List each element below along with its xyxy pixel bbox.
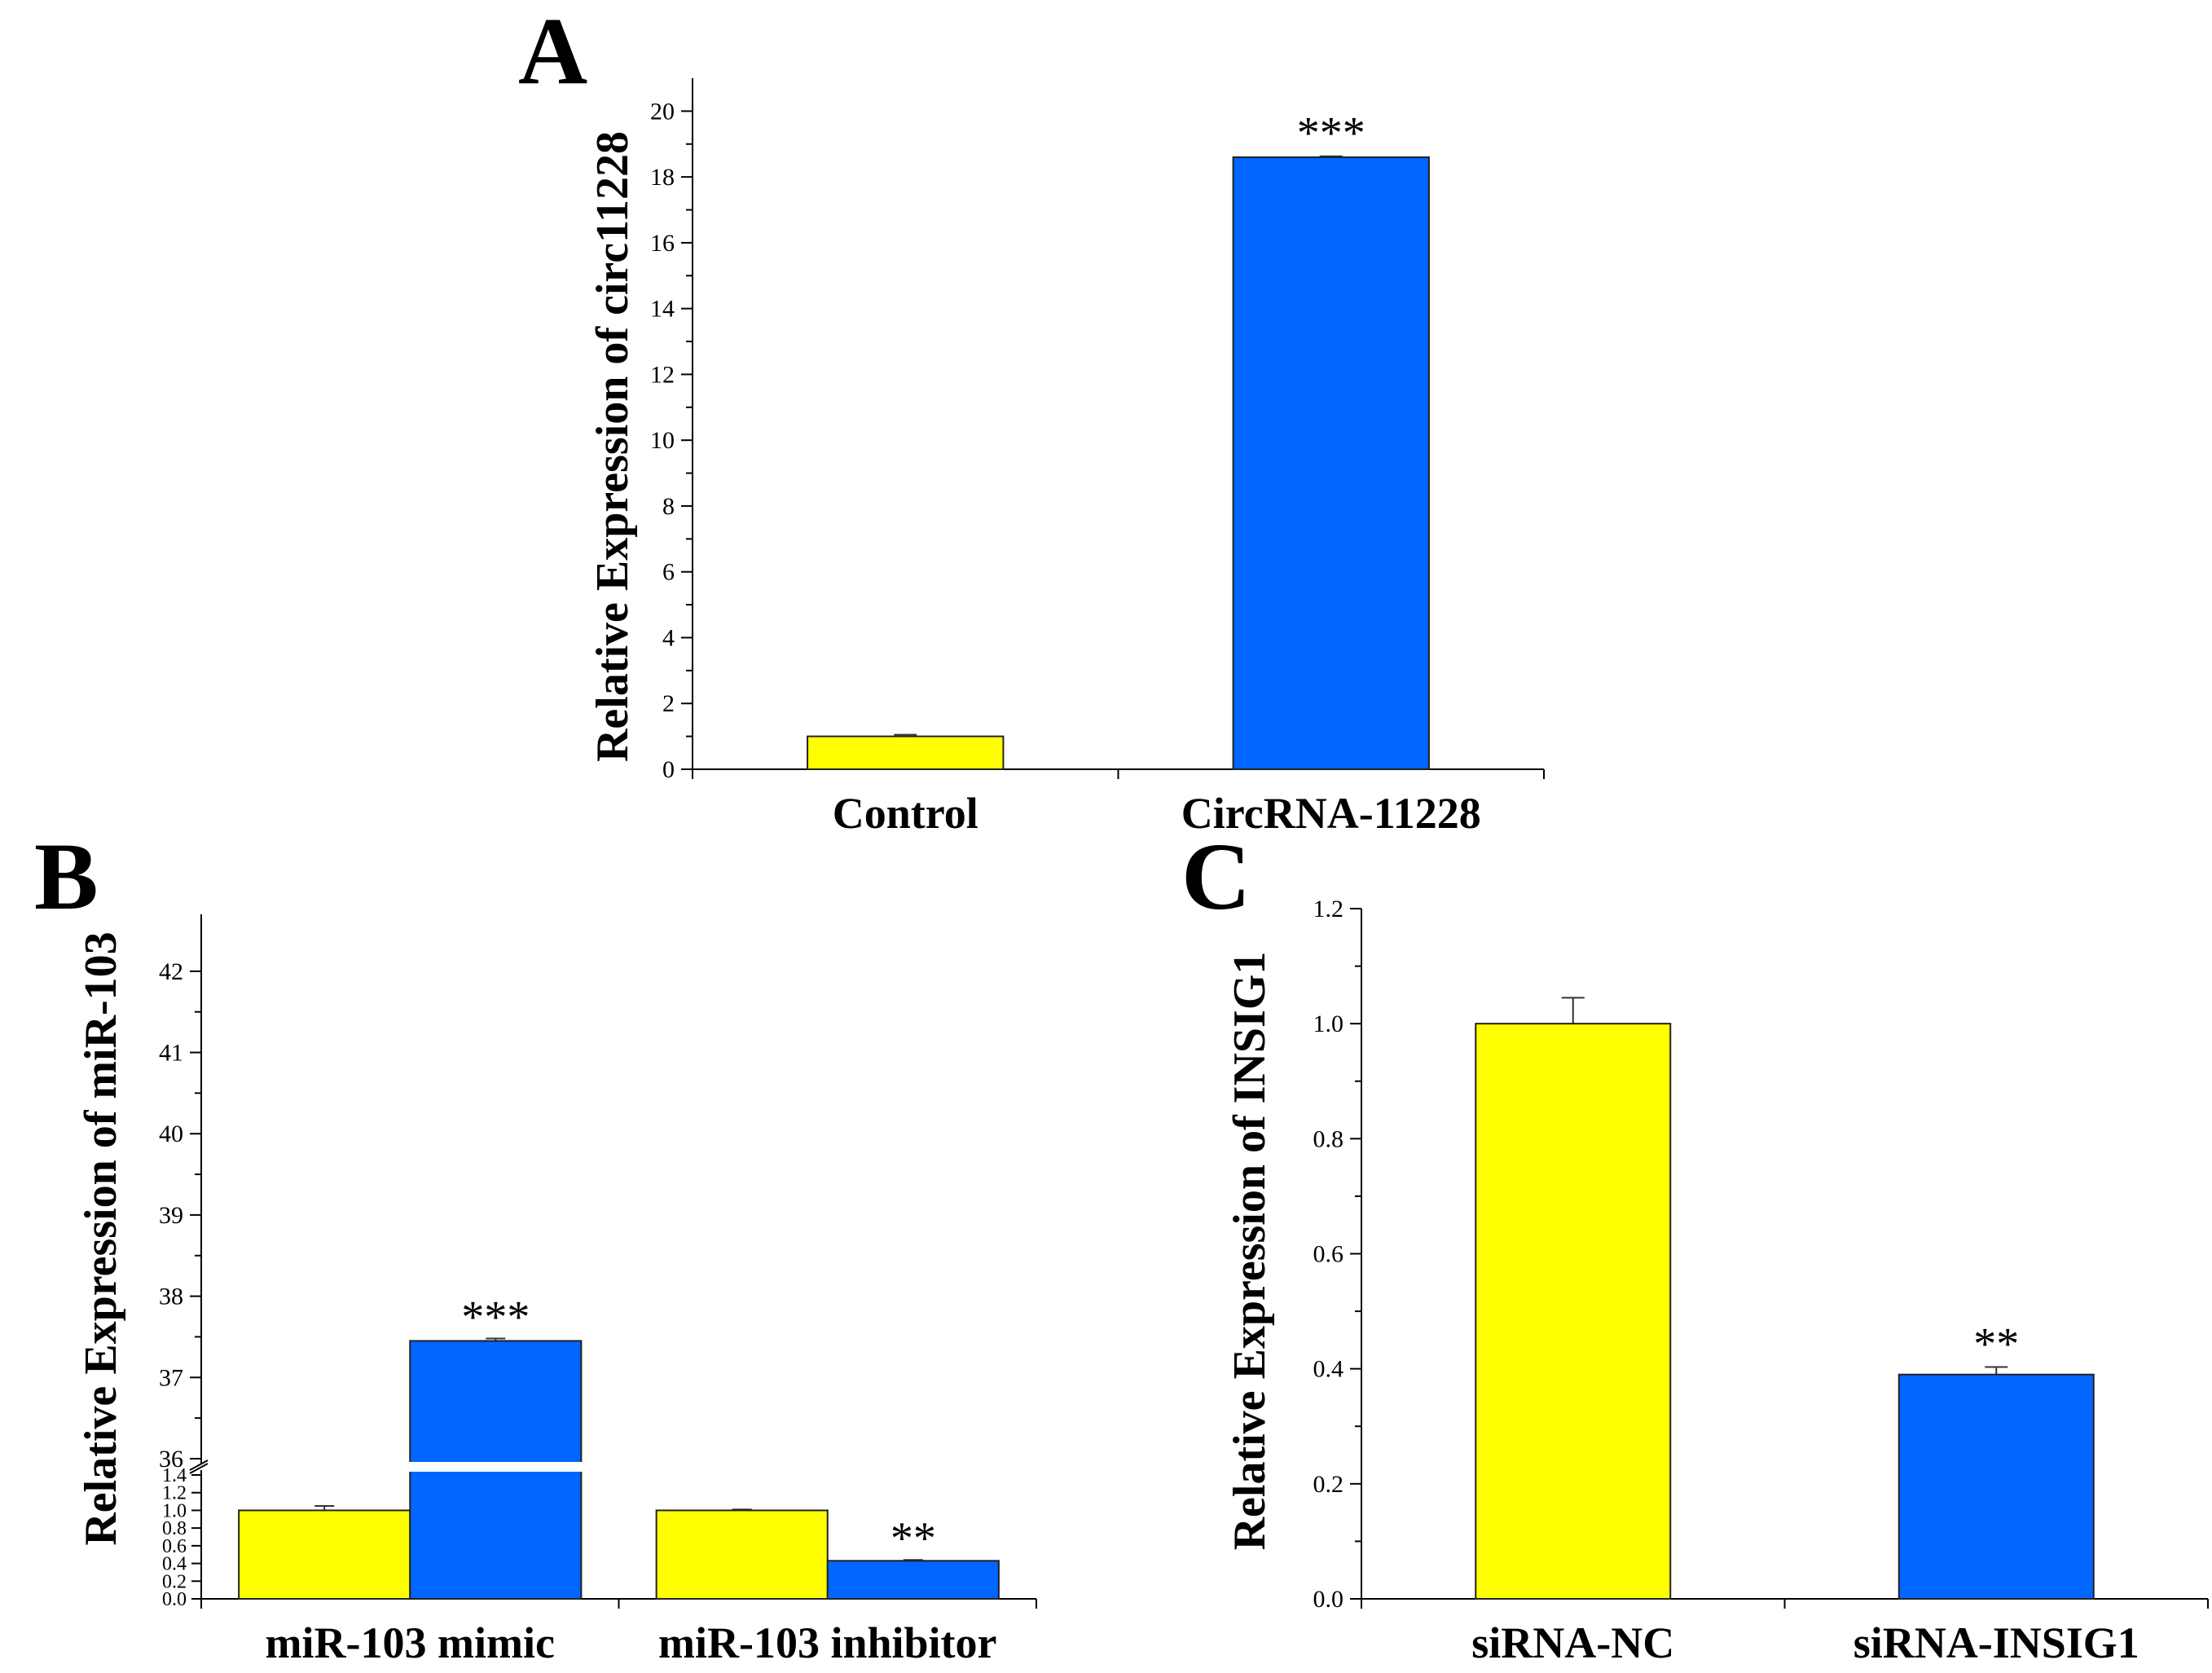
- bar-break-gap: [408, 1462, 583, 1472]
- y-tick-label: 1.0: [1313, 1010, 1344, 1037]
- x-category-label: CircRNA-11228: [1181, 789, 1481, 838]
- y-tick-label: 14: [650, 296, 675, 323]
- y-tick-label: 1.0: [162, 1500, 187, 1521]
- panel-a-y-axis-title: Relative Expression of circ11228: [587, 131, 638, 762]
- y-tick-label: 0.8: [162, 1518, 187, 1539]
- significance-marker: **: [891, 1513, 936, 1564]
- significance-marker: ***: [1297, 108, 1365, 159]
- y-tick-label: 0: [662, 756, 675, 783]
- x-category-label: miR-103 mimic: [266, 1618, 555, 1667]
- panel-a: A Relative Expression of circ11228 0 2 4 6 8…: [518, 0, 1545, 838]
- y-tick-label: 20: [650, 98, 675, 125]
- bar-control: [807, 735, 1005, 770]
- x-category-label: Control: [833, 789, 978, 838]
- panel-b: B Relative Expression of miR-103 0.00.20…: [34, 823, 1037, 1667]
- y-tick-label: 0.6: [1313, 1241, 1344, 1268]
- y-tick-label: 42: [159, 958, 183, 985]
- bar-circrna-11228: [1232, 156, 1430, 770]
- bar-sirna-insig1: [1898, 1373, 2095, 1600]
- bar-sirna-nc: [1475, 1023, 1672, 1600]
- panel-b-letter: B: [34, 823, 99, 930]
- x-category-label: siRNA-INSIG1: [1854, 1618, 2139, 1667]
- y-tick-label: 0.8: [1313, 1125, 1344, 1152]
- axis-break-mark: [189, 1463, 209, 1474]
- panel-c-letter: C: [1181, 823, 1251, 930]
- y-tick-label: 39: [159, 1202, 183, 1229]
- y-tick-label: 8: [662, 493, 675, 520]
- y-tick-label: 10: [650, 427, 675, 454]
- y-tick-label: 0.2: [1313, 1471, 1344, 1498]
- bar-control-1: [238, 1509, 411, 1600]
- panel-b-axes: 0.00.20.40.60.81.01.21.436 37 38 39 40 41 42 mi…: [159, 914, 1037, 1667]
- panel-a-bars: ***: [807, 108, 1430, 770]
- y-tick-label: 1.4: [162, 1465, 187, 1486]
- y-tick-label: 0.0: [1313, 1586, 1344, 1613]
- panel-c-y-axis-title: Relative Expression of INSIG1: [1225, 952, 1275, 1551]
- y-tick-label: 0.2: [162, 1571, 187, 1592]
- y-tick-label: 18: [650, 164, 675, 191]
- axis-break-mark: [189, 1459, 209, 1471]
- y-tick-label: 38: [159, 1283, 183, 1310]
- bar-control-2: [655, 1509, 829, 1600]
- panel-c: C Relative Expression of INSIG1 0.00.20.…: [1181, 823, 2209, 1667]
- y-tick-label: 40: [159, 1120, 183, 1147]
- y-tick-label: 4: [662, 624, 675, 651]
- panel-b-y-axis-title: Relative Expression of miR-103: [76, 931, 126, 1545]
- y-tick-label: 2: [662, 690, 675, 717]
- y-tick-label: 0.6: [162, 1536, 187, 1557]
- y-tick-label: 0.4: [1313, 1356, 1344, 1383]
- y-tick-label: 0.0: [162, 1589, 187, 1610]
- panel-b-bars: *****: [238, 1292, 1000, 1600]
- y-tick-label: 6: [662, 559, 675, 586]
- y-tick-label: 36: [159, 1446, 183, 1473]
- x-category-label: siRNA-NC: [1471, 1618, 1674, 1667]
- panel-c-bars: **: [1475, 997, 2095, 1600]
- significance-marker: ***: [461, 1292, 530, 1342]
- bar-treatment-2: [826, 1560, 1000, 1600]
- y-tick-label: 0.4: [162, 1554, 187, 1575]
- significance-marker: **: [1973, 1319, 2019, 1370]
- y-tick-label: 41: [159, 1040, 183, 1067]
- x-category-label: miR-103 inhibitor: [658, 1618, 997, 1667]
- panel-a-letter: A: [518, 0, 587, 104]
- y-tick-label: 16: [650, 230, 675, 257]
- y-tick-label: 1.2: [162, 1483, 187, 1504]
- y-tick-label: 37: [159, 1364, 183, 1391]
- panel-a-axes: 0 2 4 6 8 10 12 14 16 18 20 Control CircRNA-11228: [650, 78, 1545, 838]
- y-tick-label: 12: [650, 361, 675, 388]
- panel-c-axes: 0.0 0.2 0.4 0.6 0.8 1.0 1.2 siRNA-NC siRNA-INSIG…: [1313, 896, 2209, 1667]
- y-tick-label: 1.2: [1313, 896, 1344, 922]
